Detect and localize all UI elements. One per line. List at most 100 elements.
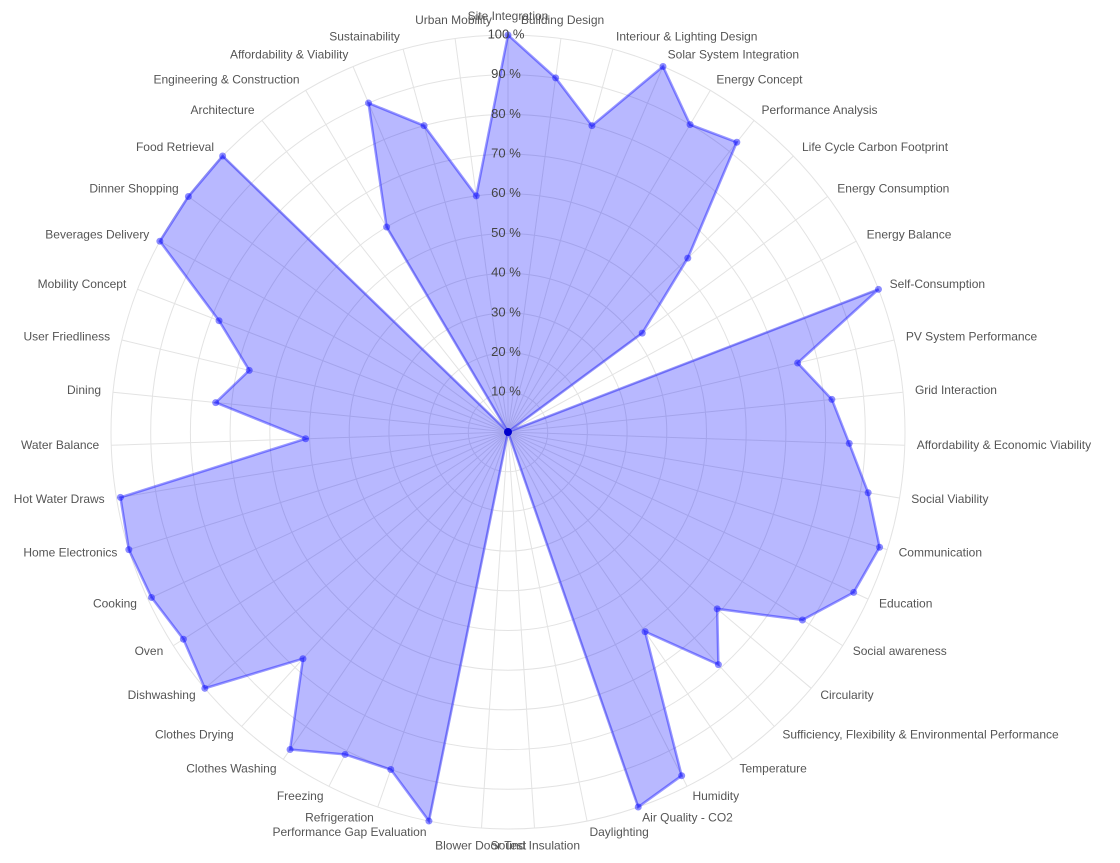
data-point: [684, 254, 692, 262]
category-label: Sustainability: [329, 30, 400, 44]
spoke: [402, 48, 509, 433]
spoke: [159, 240, 509, 433]
category-label: Water Balance: [21, 438, 100, 452]
spoke: [241, 431, 509, 727]
spoke: [507, 196, 828, 433]
category-label: Daylighting: [589, 825, 648, 839]
category-label: Sufficiency, Flexibility & Environmental…: [782, 728, 1059, 742]
data-point: [678, 772, 686, 780]
spoke: [282, 431, 509, 760]
y-tick-label: 50 %: [491, 225, 521, 240]
data-point: [425, 817, 433, 825]
spoke: [507, 431, 843, 647]
spoke: [507, 431, 734, 760]
y-tick-label: 100 %: [488, 26, 525, 41]
data-point: [387, 766, 395, 774]
spoke: [128, 431, 509, 551]
y-tick-label: 70 %: [491, 146, 521, 161]
category-label: Self-Consumption: [890, 277, 985, 291]
y-tick-label: 90 %: [491, 66, 521, 81]
data-point: [874, 285, 882, 293]
category-label: Hot Water Draws: [14, 492, 105, 506]
category-label: Communication: [899, 545, 982, 559]
y-tick-label: 60 %: [491, 185, 521, 200]
data-point: [659, 63, 667, 71]
spoke: [507, 240, 857, 433]
data-point: [299, 655, 307, 663]
data-point: [472, 192, 480, 200]
category-label: Mobility Concept: [38, 277, 127, 291]
data-point: [286, 745, 294, 753]
category-label: Affordability & Viability: [230, 48, 348, 62]
category-label: Interiour & Lighting Design: [616, 30, 757, 44]
center-dot: [504, 428, 512, 436]
category-label: Life Cycle Carbon Footprint: [802, 140, 949, 154]
category-label: Beverages Delivery: [45, 228, 149, 242]
y-tick-label: 40 %: [491, 265, 521, 280]
spoke: [188, 196, 509, 433]
data-point: [302, 435, 310, 443]
data-point: [201, 684, 209, 692]
y-tick-label: 20 %: [491, 344, 521, 359]
category-label: Social Viability: [911, 492, 988, 506]
data-point: [341, 750, 349, 758]
spoke: [112, 391, 509, 433]
category-label: Building Design: [521, 13, 604, 27]
spoke: [116, 431, 509, 499]
category-label: Site Integration: [468, 9, 549, 23]
spoke: [507, 431, 639, 808]
spoke: [377, 431, 509, 808]
spoke: [507, 66, 664, 433]
spoke: [328, 431, 509, 787]
spoke: [428, 431, 509, 822]
spoke: [261, 120, 509, 433]
spoke: [507, 431, 900, 499]
data-point: [733, 138, 741, 146]
data-point: [714, 661, 722, 669]
category-label: Urban Mobility: [415, 13, 492, 27]
spoke: [137, 288, 509, 433]
category-label: Freezing: [277, 789, 324, 803]
spoke: [507, 288, 879, 433]
data-point: [864, 489, 872, 497]
category-label: Air Quality - CO2: [642, 811, 733, 825]
category-label: Architecture: [190, 103, 254, 117]
data-point: [365, 99, 373, 107]
spoke: [507, 90, 711, 433]
data-point: [219, 152, 227, 160]
category-label: Clothes Drying: [155, 728, 234, 742]
data-point: [876, 543, 884, 551]
data-point: [850, 588, 858, 596]
category-label: Home Electronics: [23, 545, 117, 559]
spoke: [305, 90, 509, 433]
spoke: [454, 38, 509, 433]
spoke: [507, 431, 588, 822]
spoke: [507, 431, 775, 727]
spoke: [507, 431, 905, 446]
y-tick-label: 30 %: [491, 304, 521, 319]
data-point: [845, 439, 853, 447]
spoke: [121, 339, 509, 433]
data-point: [215, 317, 223, 325]
y-tick-label: 10 %: [491, 384, 521, 399]
category-label: Refrigeration: [305, 811, 374, 825]
data-point: [125, 546, 133, 554]
spoke: [507, 48, 614, 433]
category-label: Energy Concept: [716, 72, 803, 86]
category-label: User Friedliness: [23, 329, 110, 343]
spoke: [147, 431, 509, 600]
y-tick-label: 80 %: [491, 106, 521, 121]
spoke: [507, 339, 895, 433]
spoke: [204, 431, 509, 689]
category-label: Blower Door Test: [435, 838, 527, 852]
category-label: Dinner Shopping: [89, 182, 178, 196]
radar-area: [119, 32, 881, 825]
data-point: [212, 399, 220, 407]
data-point: [420, 122, 428, 130]
category-label: Oven: [135, 644, 164, 658]
category-label: Temperature: [739, 761, 807, 775]
category-label: Dining: [67, 383, 101, 397]
category-label: Sound Insulation: [491, 838, 580, 852]
spoke: [480, 431, 509, 829]
category-label: Clothes Washing: [186, 761, 276, 775]
